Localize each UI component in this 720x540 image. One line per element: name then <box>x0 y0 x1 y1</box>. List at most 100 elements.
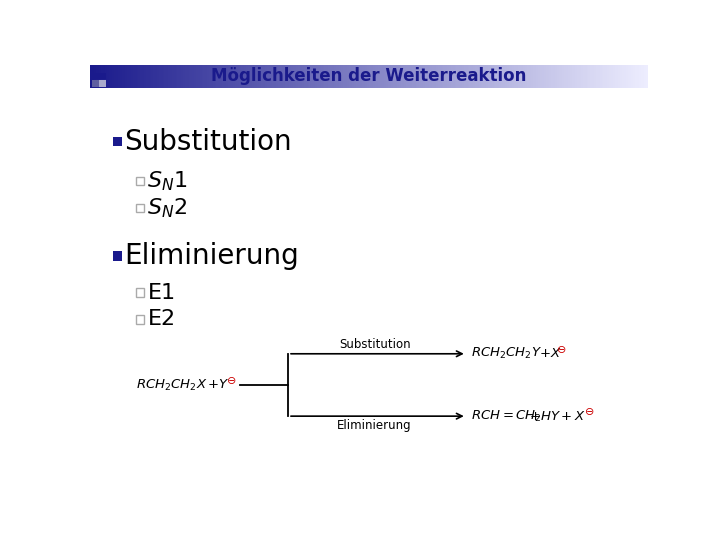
Bar <box>311 65 314 88</box>
Bar <box>339 65 342 88</box>
Bar <box>371 65 374 88</box>
Bar <box>235 65 238 88</box>
Bar <box>132 65 135 88</box>
Bar <box>230 65 232 88</box>
Bar <box>94 65 96 88</box>
Bar <box>460 65 463 88</box>
Bar <box>170 65 173 88</box>
Bar <box>124 65 126 88</box>
Bar <box>136 204 145 212</box>
Bar <box>495 65 498 88</box>
Bar <box>315 65 318 88</box>
Bar <box>233 65 236 88</box>
Bar <box>469 65 472 88</box>
Bar <box>263 65 266 88</box>
Bar <box>207 65 210 88</box>
Bar <box>415 65 418 88</box>
Bar <box>399 65 401 88</box>
Bar <box>521 65 524 88</box>
Bar <box>99 80 107 87</box>
Bar <box>620 65 623 88</box>
Bar <box>253 65 256 88</box>
Bar <box>505 65 508 88</box>
Bar <box>99 65 102 88</box>
Bar <box>258 65 260 88</box>
Bar <box>364 65 366 88</box>
Bar <box>107 65 109 88</box>
Bar <box>512 65 515 88</box>
Bar <box>561 65 563 88</box>
Bar <box>488 65 490 88</box>
Bar <box>402 65 405 88</box>
Bar <box>395 65 397 88</box>
Bar <box>164 65 167 88</box>
Bar <box>136 315 145 323</box>
Bar <box>280 65 282 88</box>
Bar <box>218 65 221 88</box>
Text: Substitution: Substitution <box>125 128 292 156</box>
Bar <box>168 65 171 88</box>
Bar <box>549 65 552 88</box>
Bar <box>122 65 125 88</box>
Bar <box>390 65 392 88</box>
Text: $\ominus$: $\ominus$ <box>226 375 237 386</box>
Bar <box>369 65 372 88</box>
Bar <box>533 65 535 88</box>
Bar <box>302 65 305 88</box>
Bar <box>603 65 606 88</box>
Bar <box>217 65 219 88</box>
Bar <box>202 65 204 88</box>
Bar <box>523 65 526 88</box>
Bar <box>377 65 379 88</box>
Bar <box>354 65 356 88</box>
Bar <box>581 65 584 88</box>
Bar <box>570 65 572 88</box>
Bar <box>112 252 122 261</box>
Bar <box>185 65 187 88</box>
Bar <box>425 65 428 88</box>
Bar <box>347 65 349 88</box>
Bar <box>328 65 330 88</box>
Bar <box>137 65 139 88</box>
Bar <box>613 65 616 88</box>
Bar <box>641 65 643 88</box>
Bar <box>163 65 165 88</box>
Bar <box>194 65 197 88</box>
Bar <box>213 65 215 88</box>
Bar <box>92 65 94 88</box>
Bar <box>317 65 320 88</box>
Bar <box>285 65 288 88</box>
Bar <box>271 65 273 88</box>
Bar <box>289 65 292 88</box>
Bar <box>183 65 186 88</box>
Bar <box>482 65 485 88</box>
Bar <box>153 65 156 88</box>
Bar <box>306 65 308 88</box>
Bar <box>274 65 276 88</box>
Bar <box>145 65 148 88</box>
Bar <box>593 65 595 88</box>
Bar <box>481 65 483 88</box>
Bar <box>587 65 589 88</box>
Bar <box>423 65 426 88</box>
Bar <box>485 65 487 88</box>
Bar <box>319 65 321 88</box>
Bar <box>596 65 598 88</box>
Bar <box>343 65 346 88</box>
Bar <box>518 65 521 88</box>
Bar <box>594 65 597 88</box>
Bar <box>382 65 384 88</box>
Bar <box>451 65 454 88</box>
Bar <box>224 65 227 88</box>
Bar <box>616 65 619 88</box>
Text: Möglichkeiten der Weiterreaktion: Möglichkeiten der Weiterreaktion <box>211 68 527 85</box>
Bar <box>386 65 388 88</box>
Bar <box>419 65 422 88</box>
Bar <box>209 65 212 88</box>
Bar <box>112 65 115 88</box>
Bar <box>472 65 474 88</box>
Bar <box>101 65 104 88</box>
Bar <box>155 65 158 88</box>
Bar <box>135 65 138 88</box>
Bar <box>293 65 295 88</box>
